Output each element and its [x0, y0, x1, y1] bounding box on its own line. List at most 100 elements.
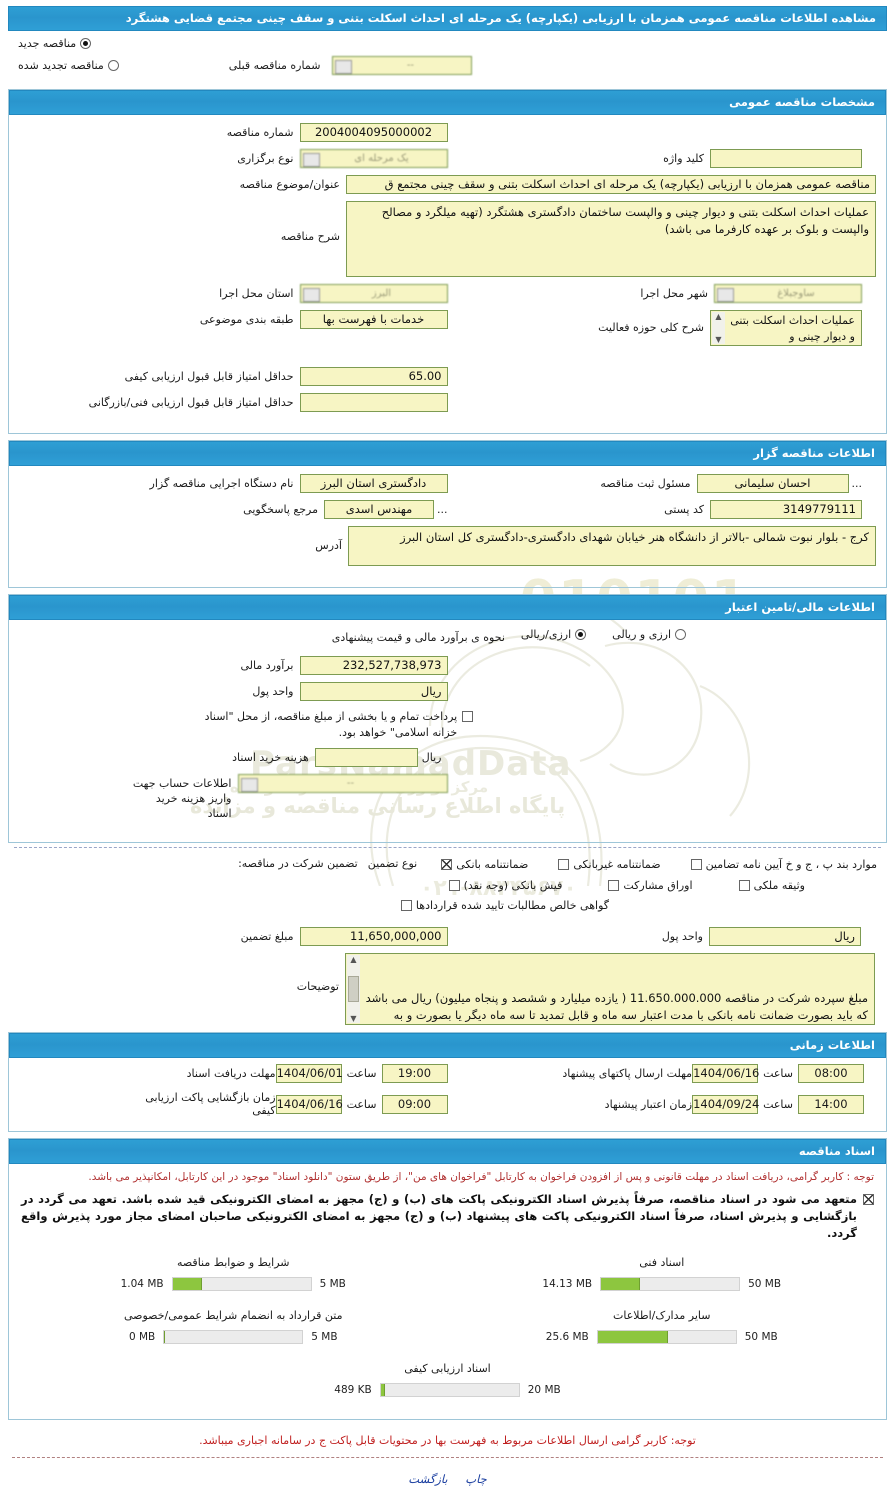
- currency-unit-label: واحد پول: [252, 685, 294, 698]
- file-title-terms: شرایط و ضوابط مناقصه: [177, 1256, 290, 1269]
- guarantee-option-6-checkbox[interactable]: [400, 900, 412, 911]
- registrar-field[interactable]: احسان سلیمانی: [696, 474, 849, 493]
- deposit-account-select[interactable]: --: [237, 774, 448, 793]
- activity-scope-listbox[interactable]: ▲ ▼ عملیات احداث اسکلت بتنی و دیوار چینی…: [710, 310, 862, 346]
- contact-reference-field[interactable]: مهندس اسدی: [324, 500, 434, 519]
- radio-currency-rial[interactable]: ارزی/ریالی: [520, 628, 587, 641]
- proposal-submit-deadline-date[interactable]: 1404/06/16: [692, 1064, 759, 1083]
- finance-header: اطلاعات مالی/تامین اعتبار: [9, 595, 886, 620]
- scroll-up-icon[interactable]: ▲: [715, 312, 722, 321]
- file-title-technical: اسناد فنی: [639, 1256, 685, 1269]
- radio-renewed-tender-icon[interactable]: [107, 60, 119, 71]
- file-meter-terms: 1.04 MB 5 MB: [121, 1277, 346, 1291]
- scrollbar-thumb[interactable]: [348, 976, 359, 1002]
- proposal-validity-time[interactable]: 14:00: [798, 1094, 864, 1114]
- document-file-row: شرایط و ضوابط مناقصه 1.04 MB 5 MB: [19, 1256, 448, 1291]
- radio-new-tender-label: مناقصه جدید: [18, 37, 77, 50]
- back-button[interactable]: بازگشت: [408, 1472, 448, 1486]
- tender-number-field[interactable]: 2004004095000002: [299, 123, 448, 142]
- agency-field[interactable]: دادگستری استان البرز: [299, 474, 448, 493]
- min-technical-score-label: حداقل امتیاز قابل قبول ارزیابی فنی/بازرگ…: [88, 396, 294, 409]
- documents-header: اسناد مناقصه: [9, 1139, 886, 1164]
- financial-estimate-field[interactable]: 232,527,738,973: [299, 656, 448, 675]
- radio-currency-rial-label: ارزی/ریالی: [520, 628, 572, 641]
- file-title-contract: متن قرارداد به انضمام شرایط عمومی/خصوصی: [123, 1309, 343, 1322]
- registrar-more-icon[interactable]: ...: [851, 477, 863, 490]
- document-file-row: اسناد فنی 14.13 MB 50 MB: [448, 1256, 877, 1291]
- footer-actions: چاپ بازگشت: [0, 1458, 895, 1502]
- radio-currency-both[interactable]: ارزی و ریالی: [612, 628, 686, 641]
- radio-new-tender[interactable]: مناقصه جدید: [18, 37, 92, 50]
- address-label: آدرس: [315, 539, 342, 552]
- qualitative-opening-time-label: ساعت: [346, 1097, 377, 1111]
- timing-header: اطلاعات زمانی: [9, 1033, 886, 1058]
- guarantee-option-2-label: موارد بند پ ، ج و خ آیین نامه تضامین: [705, 857, 877, 871]
- guarantee-option-0-checkbox[interactable]: [441, 858, 453, 870]
- keyword-field[interactable]: [710, 149, 862, 168]
- file-progress-fill-other: [597, 1331, 669, 1343]
- qualitative-opening-label: زمان بازگشایی پاکت ارزیابی کیفی: [145, 1091, 276, 1117]
- file-max-other: 50 MB: [744, 1331, 778, 1343]
- file-meter-qualitative: 489 KB 20 MB: [334, 1383, 561, 1397]
- guarantee-option-4-checkbox[interactable]: [608, 880, 620, 891]
- radio-currency-rial-icon[interactable]: [575, 629, 587, 640]
- subject-category-field[interactable]: خدمات با فهرست بها: [299, 310, 448, 329]
- print-button[interactable]: چاپ: [465, 1472, 487, 1486]
- min-technical-score-field[interactable]: [299, 393, 448, 412]
- guarantee-option-1-checkbox[interactable]: [558, 858, 570, 870]
- guarantee-option-1-label: ضمانتنامه غیربانکی: [573, 857, 661, 871]
- doc-purchase-cost-label: هزینه خرید اسناد: [232, 751, 309, 764]
- guarantee-notes-scrollbar[interactable]: ▲ ▼: [347, 955, 360, 1023]
- doc-receipt-deadline-time[interactable]: 19:00: [381, 1064, 448, 1083]
- currency-unit-field[interactable]: ریال: [299, 682, 448, 701]
- address-textarea[interactable]: کرج - بلوار نبوت شمالی -بالاتر از دانشگا…: [348, 526, 876, 566]
- file-meter-other: 25.6 MB 50 MB: [546, 1330, 778, 1344]
- radio-new-tender-icon[interactable]: [80, 38, 92, 49]
- pledge-text: متعهد می شود در اسناد مناقصه، صرفاً پذیر…: [21, 1192, 857, 1240]
- qualitative-opening-time[interactable]: 09:00: [381, 1094, 448, 1114]
- execution-province-select[interactable]: البرز: [299, 284, 448, 303]
- tender-page: 010101 ParsNamadData پایگاه اطلاع رسانی …: [0, 6, 895, 1502]
- doc-purchase-cost-field[interactable]: [314, 748, 418, 767]
- guarantee-notes-textarea[interactable]: ▲ ▼ مبلغ سپرده شرکت در مناقصه 11.650.000…: [345, 953, 875, 1025]
- contact-more-icon[interactable]: ...: [437, 503, 448, 516]
- file-title-qualitative: اسناد ارزیابی کیفی: [404, 1362, 491, 1375]
- previous-tender-number-select[interactable]: --: [332, 56, 473, 75]
- doc-receipt-deadline-date[interactable]: 1404/06/01: [275, 1064, 343, 1083]
- estimate-method-label: نحوه ی برآورد مالی و قیمت پیشنهادی: [331, 631, 505, 644]
- tender-subject-field[interactable]: مناقصه عمومی همزمان با ارزیابی (یکپارچه)…: [346, 175, 876, 194]
- execution-city-select[interactable]: ساوجبلاغ: [714, 284, 862, 303]
- proposal-submit-deadline-time[interactable]: 08:00: [798, 1064, 864, 1083]
- guarantee-option-5-checkbox[interactable]: [738, 880, 750, 891]
- guarantee-amount-field[interactable]: 11,650,000,000: [299, 927, 448, 946]
- radio-renewed-tender[interactable]: مناقصه تجدید شده: [18, 59, 119, 72]
- activity-scope-scrollbar[interactable]: ▲ ▼: [712, 312, 725, 344]
- tender-holder-section: اطلاعات مناقصه گزار ... احسان سلیمانی مس…: [8, 440, 887, 588]
- holding-type-select[interactable]: یک مرحله ای: [299, 149, 448, 168]
- guarantee-option-3-checkbox[interactable]: [448, 880, 460, 891]
- contact-reference-label: مرجع پاسخگویی: [243, 503, 318, 516]
- guarantee-currency-field[interactable]: ریال: [709, 927, 861, 946]
- treasury-bonds-checkbox[interactable]: [462, 711, 474, 722]
- guarantee-notes-label: توضیحات: [296, 980, 339, 993]
- general-specs-header: مشخصات مناقصه عمومی: [9, 90, 886, 115]
- footer-divider: [12, 1457, 883, 1458]
- qualitative-opening-date[interactable]: 1404/06/16: [275, 1094, 343, 1114]
- proposal-submit-deadline-label: مهلت ارسال پاکتهای پیشنهاد: [562, 1067, 693, 1080]
- file-progress-track-other: [596, 1330, 737, 1344]
- scroll-down-icon[interactable]: ▼: [715, 335, 722, 344]
- execution-city-label: شهر محل اجرا: [640, 287, 708, 300]
- financial-estimate-label: برآورد مالی: [240, 659, 294, 672]
- guarantee-notes-value: مبلغ سپرده شرکت در مناقصه 11.650.000.000…: [365, 991, 868, 1022]
- guarantee-option-2-checkbox[interactable]: [690, 858, 702, 870]
- file-used-technical: 14.13 MB: [542, 1278, 593, 1290]
- min-qualitative-score-field[interactable]: 65.00: [299, 367, 448, 386]
- file-progress-fill-contract: [164, 1331, 166, 1343]
- pledge-checkbox[interactable]: [863, 1194, 874, 1205]
- tender-description-textarea[interactable]: عملیات احداث اسکلت بتنی و دیوار چینی و و…: [346, 201, 876, 277]
- scroll-down-icon[interactable]: ▼: [350, 1014, 357, 1023]
- proposal-validity-date[interactable]: 1404/09/24: [692, 1094, 759, 1114]
- radio-currency-both-icon[interactable]: [675, 629, 686, 640]
- postal-code-field[interactable]: 3149779111: [710, 500, 862, 519]
- scroll-up-icon[interactable]: ▲: [350, 955, 357, 964]
